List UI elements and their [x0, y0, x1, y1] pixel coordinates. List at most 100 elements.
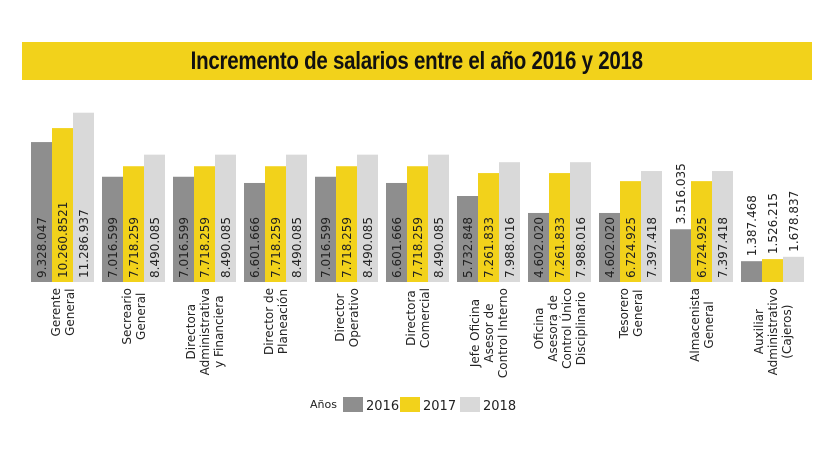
category-label: Directora Administrativa y Financiera [184, 288, 226, 375]
data-label: 7.718.259 [340, 217, 354, 278]
data-label: 7.397.418 [716, 217, 730, 278]
category-label-line: (Cajeros) [780, 305, 794, 359]
category-label-line: Almacenista [688, 288, 702, 362]
bar-2017 [407, 166, 428, 282]
data-label: 7.016.599 [177, 217, 191, 278]
bar-2018 [641, 171, 662, 282]
bar-2018 [357, 154, 378, 282]
legend-swatch-2016 [343, 397, 363, 412]
category-label-line: Control Único [559, 288, 574, 369]
data-label: 7.261.833 [482, 217, 496, 278]
category-label: Director Operativo [333, 288, 361, 347]
bar-2016 [315, 176, 336, 282]
category-label-line: General [631, 290, 645, 337]
category-label-line: Tesorero [617, 288, 631, 339]
category-label: Jefe Oficina Asesor de Control Interno [468, 288, 510, 378]
category-label-line: General [63, 289, 77, 336]
bar-2017 [620, 181, 641, 282]
category-label-line: Oficina [532, 307, 546, 349]
bar-2018 [499, 162, 520, 282]
legend-title: Años [310, 398, 337, 411]
category-label-line: Administrativa [198, 288, 212, 375]
data-label: 7.261.833 [553, 217, 567, 278]
category-label-line: Control Interno [496, 288, 510, 378]
category-label-line: Asesor de [482, 303, 496, 362]
category-label-line: Directora [184, 304, 198, 360]
bar-2016 [244, 182, 265, 282]
category-label: Director de Planeación [262, 288, 290, 355]
bar-2017 [478, 173, 499, 282]
bar-2017 [336, 166, 357, 282]
category-label-line: Administrativo [766, 288, 780, 375]
data-label: 8.490.085 [148, 217, 162, 278]
category-label-line: y Financiera [212, 295, 226, 367]
category-label-line: Operativo [347, 288, 361, 347]
category-label-line: Asesora de [546, 295, 560, 362]
bar-2017 [123, 166, 144, 282]
bar-2018 [570, 162, 591, 282]
legend-label: 2017 [423, 399, 456, 414]
bar-2016 [599, 212, 620, 282]
category-label: Tesorero General [617, 288, 645, 339]
data-label: 8.490.085 [290, 217, 304, 278]
category-label-line: Gerente [49, 288, 63, 336]
category-label-line: Director de [262, 288, 276, 355]
data-label: 7.988.016 [574, 217, 588, 278]
data-label: 5.732.848 [461, 217, 475, 278]
bar-2017 [52, 128, 73, 282]
title-banner: Incremento de salarios entre el año 2016… [22, 42, 812, 80]
data-label: 6.724.925 [695, 217, 709, 278]
category-label-line: Jefe Oficina [468, 299, 482, 368]
data-label: 11.286.937 [77, 209, 91, 278]
bar-2018 [73, 112, 94, 282]
data-label: 7.397.418 [645, 217, 659, 278]
bar-2017 [549, 173, 570, 282]
data-label: 1.387.468 [745, 195, 759, 256]
data-label: 10.260.8521 [56, 202, 70, 278]
category-label-line: Comercial [418, 288, 432, 348]
legend-label: 2018 [483, 399, 516, 414]
category-label-line: Directora [404, 290, 418, 346]
category-label: Auxiliar Administrativo (Cajeros) [752, 288, 794, 375]
data-label: 8.490.085 [361, 217, 375, 278]
bar-2018 [783, 256, 804, 282]
category-label: Directora Comercial [404, 288, 432, 348]
bar-2016 [31, 142, 52, 282]
category-label: Oficina Asesora de Control Único Disciplina… [532, 288, 588, 369]
chart-title: Incremento de salarios entre el año 2016… [190, 46, 644, 75]
legend-label: 2016 [366, 399, 399, 414]
category-label-line: Disciplinario [574, 292, 588, 366]
category-label: Secreario General [120, 288, 148, 345]
data-label: 6.601.666 [248, 217, 262, 278]
data-label: 4.602.020 [532, 217, 546, 278]
bar-2018 [286, 154, 307, 282]
data-label: 7.718.259 [269, 217, 283, 278]
category-label: Almacenista General [688, 288, 716, 362]
bar-2017 [691, 181, 712, 282]
bar-2017 [762, 259, 783, 282]
data-label: 8.490.085 [432, 217, 446, 278]
bar-2016 [102, 176, 123, 282]
data-label: 7.718.259 [411, 217, 425, 278]
data-label: 7.718.259 [198, 217, 212, 278]
bar-2016 [457, 196, 478, 282]
data-label: 7.718.259 [127, 217, 141, 278]
bar-2018 [215, 154, 236, 282]
bar-2016 [670, 229, 691, 282]
bar-2018 [428, 154, 449, 282]
data-label: 6.601.666 [390, 217, 404, 278]
category-label-line: General [702, 301, 716, 348]
data-label: 7.016.599 [319, 217, 333, 278]
data-label: 1.678.837 [787, 191, 801, 252]
data-label: 3.516.035 [674, 163, 688, 224]
legend-swatch-2018 [460, 397, 480, 412]
data-label: 7.016.599 [106, 217, 120, 278]
bar-2017 [194, 166, 215, 282]
data-label: 6.724.925 [624, 217, 638, 278]
category-label-line: Secreario [120, 288, 134, 345]
bar-2018 [712, 171, 733, 282]
category-label: Gerente General [49, 288, 77, 336]
category-label-line: Planeación [276, 289, 290, 354]
category-label-line: Auxiliar [752, 309, 766, 354]
